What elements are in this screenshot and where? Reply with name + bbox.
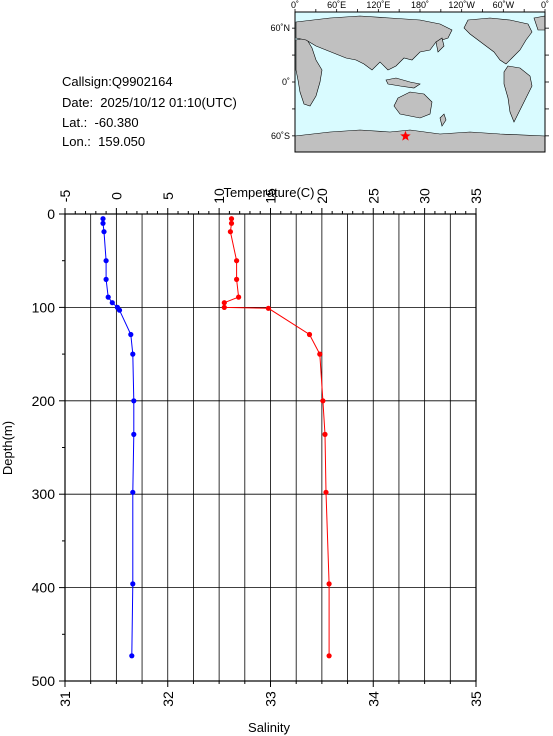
depth-tick-label: 500 bbox=[32, 673, 56, 689]
salinity-point bbox=[130, 489, 136, 495]
salinity-point bbox=[131, 431, 137, 437]
depth-tick-label: 400 bbox=[32, 580, 56, 596]
map-frame bbox=[294, 11, 546, 153]
salinity-point bbox=[129, 653, 135, 659]
salinity-tick-label: 31 bbox=[57, 691, 73, 707]
temperature-point bbox=[234, 258, 240, 264]
salinity-point bbox=[109, 300, 115, 306]
map-lon-label: 0˚ bbox=[541, 0, 549, 10]
depth-tick-label: 300 bbox=[32, 486, 56, 502]
salinity-point bbox=[131, 398, 137, 404]
temperature-point bbox=[326, 653, 332, 659]
temperature-point bbox=[317, 351, 323, 357]
temperature-point bbox=[227, 229, 233, 235]
temperature-point bbox=[236, 294, 242, 300]
map-lon-label: 60˚W bbox=[493, 0, 515, 10]
temperature-tick-label: 35 bbox=[468, 188, 484, 204]
salinity-point bbox=[101, 229, 107, 235]
temperature-point bbox=[322, 431, 328, 437]
temperature-point bbox=[306, 331, 313, 338]
salinity-axis-label: Salinity bbox=[248, 720, 290, 735]
map-lat-label: 60˚N bbox=[270, 23, 290, 33]
depth-tick-label: 0 bbox=[47, 206, 55, 222]
temperature-point bbox=[234, 276, 240, 282]
salinity-point bbox=[116, 307, 123, 313]
temperature-tick-label: -5 bbox=[57, 190, 73, 203]
temperature-tick-label: 0 bbox=[108, 192, 124, 200]
depth-tick-label: 200 bbox=[32, 393, 56, 409]
map-lon-label: 60˚E bbox=[327, 0, 346, 10]
map-lon-label: 120˚E bbox=[366, 0, 390, 10]
temperature-point bbox=[326, 581, 332, 587]
map-lon-label: 0˚ bbox=[291, 0, 299, 10]
map-lon-label: 120˚W bbox=[448, 0, 475, 10]
temperature-point bbox=[228, 220, 235, 226]
temperature-tick-label: 25 bbox=[365, 188, 381, 204]
map-lon-label: 180˚ bbox=[411, 0, 429, 10]
map-lat-label: 60˚S bbox=[271, 131, 290, 141]
temperature-tick-label: 20 bbox=[314, 188, 330, 204]
temperature-tick-label: 10 bbox=[211, 188, 227, 204]
longitude-text: Lon.: 159.050 bbox=[62, 134, 146, 149]
salinity-point bbox=[103, 258, 109, 264]
salinity-tick-label: 33 bbox=[263, 691, 279, 707]
map-lat-label: 0˚ bbox=[282, 77, 290, 87]
series-layer bbox=[100, 216, 332, 659]
map-ticks bbox=[292, 9, 549, 137]
latitude-text: Lat.: -60.380 bbox=[62, 115, 139, 130]
axis-ticks bbox=[59, 208, 477, 687]
salinity-point bbox=[105, 294, 111, 300]
salinity-tick-label: 35 bbox=[468, 691, 484, 707]
salinity-point bbox=[130, 351, 136, 357]
depth-axis-label: Depth(m) bbox=[0, 421, 15, 475]
temperature-point bbox=[323, 489, 329, 495]
salinity-point bbox=[100, 220, 106, 226]
map-labels: 0˚ 60˚E 120˚E 180˚ 120˚W 60˚W 0˚ 60˚N 0˚ 60˚S bbox=[270, 0, 549, 141]
temperature-line bbox=[223, 218, 330, 656]
salinity-point bbox=[100, 216, 106, 222]
temperature-point bbox=[221, 304, 227, 310]
depth-tick-label: 100 bbox=[32, 299, 56, 315]
temperature-tick-label: 15 bbox=[263, 188, 279, 204]
map-land bbox=[294, 15, 546, 153]
temperature-point bbox=[320, 398, 326, 404]
station-marker-icon bbox=[400, 130, 411, 141]
temperature-axis-label: Temperature(C) bbox=[223, 185, 314, 200]
salinity-tick-label: 32 bbox=[160, 691, 176, 707]
salinity-tick-label: 34 bbox=[365, 691, 381, 707]
temperature-point bbox=[221, 300, 227, 306]
temperature-point bbox=[228, 216, 235, 222]
salinity-point bbox=[103, 276, 109, 282]
temperature-tick-label: 30 bbox=[417, 188, 433, 204]
callsign-text: Callsign:Q9902164 bbox=[62, 74, 173, 89]
date-text: Date: 2025/10/12 01:10(UTC) bbox=[62, 95, 237, 110]
salinity-point bbox=[130, 581, 136, 587]
temperature-tick-label: 5 bbox=[160, 192, 176, 200]
temperature-point bbox=[265, 305, 271, 311]
salinity-point bbox=[128, 331, 134, 338]
